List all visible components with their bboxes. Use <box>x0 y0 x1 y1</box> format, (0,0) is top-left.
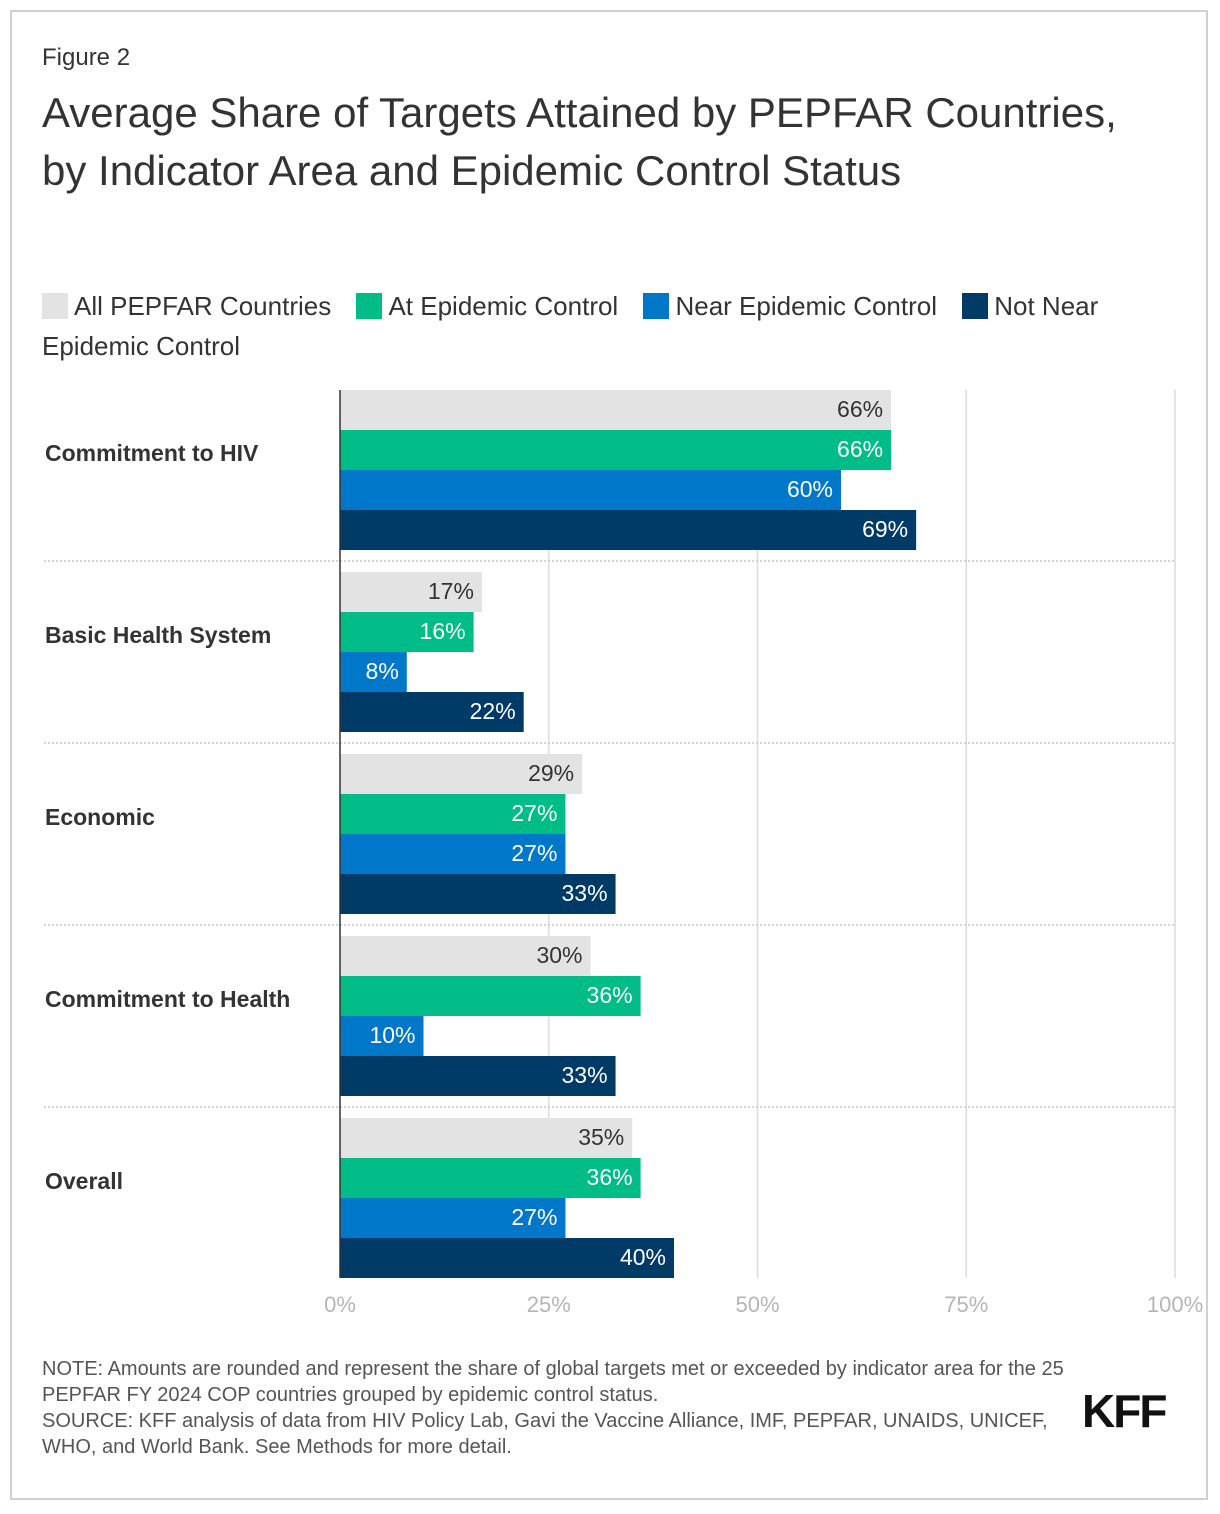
bar <box>340 794 566 834</box>
bar <box>340 430 892 470</box>
legend: All PEPFAR Countries At Epidemic Control… <box>42 286 1182 366</box>
value-label: 33% <box>562 1062 608 1088</box>
y-tick-label: Commitment to Health <box>45 986 290 1012</box>
bar <box>340 692 524 732</box>
bar <box>340 1056 616 1096</box>
legend-item: Not Near Epidemic Control <box>42 291 1098 361</box>
bar <box>340 572 482 612</box>
y-tick-label: Commitment to HIV <box>45 440 259 466</box>
value-label: 66% <box>837 436 883 462</box>
legend-label: At Epidemic Control <box>388 291 619 321</box>
value-label: 16% <box>420 618 466 644</box>
value-label: 66% <box>837 396 883 422</box>
chart-title: Average Share of Targets Attained by PEP… <box>42 89 1117 194</box>
y-tick-label: Economic <box>45 804 155 830</box>
bar <box>340 936 591 976</box>
bar <box>340 390 892 430</box>
legend-label: Not Near Epidemic Control <box>42 291 1099 361</box>
bar <box>340 1238 674 1278</box>
legend-swatch <box>356 293 383 319</box>
legend-swatch <box>962 293 989 319</box>
legend-label: All PEPFAR Countries <box>74 291 332 321</box>
figure-label: Figure 2 <box>42 44 131 71</box>
value-label: 27% <box>511 800 557 826</box>
value-label: 33% <box>562 880 608 906</box>
legend-swatch <box>42 293 68 319</box>
legend-label: Near Epidemic Control <box>675 291 938 321</box>
value-label: 40% <box>620 1244 666 1270</box>
legend-swatch <box>643 293 670 319</box>
x-tick-label: 0% <box>324 1292 356 1317</box>
value-label: 36% <box>587 982 633 1008</box>
x-tick-label: 75% <box>944 1292 988 1317</box>
bar <box>340 754 583 794</box>
value-label: 36% <box>587 1164 633 1190</box>
note: SOURCE: KFF analysis of data from HIV Po… <box>42 1410 1048 1458</box>
bar <box>340 470 841 510</box>
note: NOTE: Amounts are rounded and represent … <box>42 1358 1064 1406</box>
value-label: 22% <box>470 698 516 724</box>
bar <box>340 1158 641 1198</box>
value-label: 29% <box>528 760 574 786</box>
value-label: 8% <box>366 658 399 684</box>
bar <box>340 976 641 1016</box>
value-label: 60% <box>787 476 833 502</box>
bar <box>340 874 616 914</box>
frame <box>10 10 1208 1500</box>
y-tick-label: Overall <box>45 1168 123 1194</box>
bar <box>340 1118 633 1158</box>
value-label: 27% <box>511 1204 557 1230</box>
bar <box>340 612 474 652</box>
bar <box>340 1016 424 1056</box>
legend-item: Near Epidemic Control <box>643 291 937 321</box>
x-tick-label: 50% <box>735 1292 779 1317</box>
bar <box>340 834 566 874</box>
value-label: 10% <box>369 1022 415 1048</box>
bar <box>340 510 917 550</box>
x-tick-label: 100% <box>1147 1292 1203 1317</box>
notes: NOTE: Amounts are rounded and represent … <box>42 1356 1082 1460</box>
legend-item: At Epidemic Control <box>356 291 618 321</box>
value-label: 69% <box>862 516 908 542</box>
legend-item: All PEPFAR Countries <box>42 291 331 321</box>
value-label: 30% <box>536 942 582 968</box>
y-tick-label: Basic Health System <box>45 622 271 648</box>
value-label: 27% <box>511 840 557 866</box>
value-label: 17% <box>428 578 474 604</box>
logo: KFF <box>1082 1385 1167 1437</box>
bar <box>340 652 407 692</box>
x-tick-label: 25% <box>527 1292 571 1317</box>
value-label: 35% <box>578 1124 624 1150</box>
bar <box>340 1198 566 1238</box>
